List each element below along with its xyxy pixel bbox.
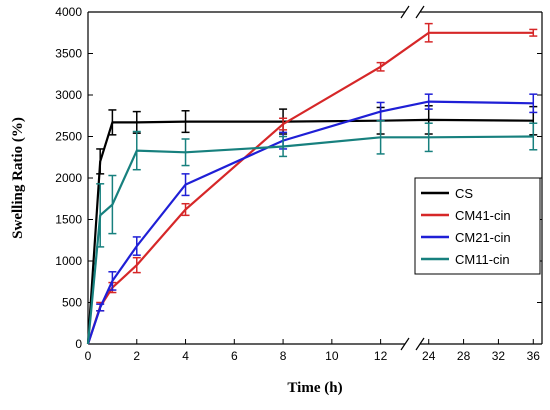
legend-label: CM11-cin [455, 252, 510, 267]
x-tick-label: 0 [85, 349, 92, 363]
axis-break-mark [415, 337, 425, 351]
y-tick-label: 1500 [55, 213, 82, 227]
y-tick-label: 0 [75, 337, 82, 351]
axis-break-mark [400, 337, 410, 351]
legend-label: CM21-cin [455, 230, 511, 245]
y-tick-label: 2500 [55, 130, 82, 144]
x-tick-label: 12 [374, 349, 388, 363]
y-tick-label: 1000 [55, 254, 82, 268]
x-tick-label: 24 [422, 349, 436, 363]
axis-break-mark [415, 5, 425, 19]
legend: CS CM41-cin CM21-cin CM11-cin [414, 177, 541, 275]
x-axis-title: Time (h) [287, 380, 342, 396]
y-axis-title: Swelling Ratio (%) [10, 117, 26, 239]
x-tick-label: 28 [457, 349, 471, 363]
y-tick-label: 500 [62, 296, 82, 310]
x-tick-label: 32 [492, 349, 506, 363]
y-tick-label: 4000 [55, 5, 82, 19]
y-tick-label: 3000 [55, 88, 82, 102]
axis-break-mark [400, 5, 410, 19]
y-tick-label: 3500 [55, 47, 82, 61]
x-tick-label: 10 [325, 349, 339, 363]
series-CM11-cin [86, 119, 538, 345]
y-tick-label: 2000 [55, 171, 82, 185]
x-tick-label: 6 [231, 349, 238, 363]
x-tick-label: 4 [182, 349, 189, 363]
x-tick-label: 2 [133, 349, 140, 363]
x-tick-label: 36 [527, 349, 541, 363]
legend-label: CS [455, 186, 473, 201]
x-tick-label: 8 [280, 349, 287, 363]
legend-label: CM41-cin [455, 208, 511, 223]
series-layer [86, 22, 538, 345]
